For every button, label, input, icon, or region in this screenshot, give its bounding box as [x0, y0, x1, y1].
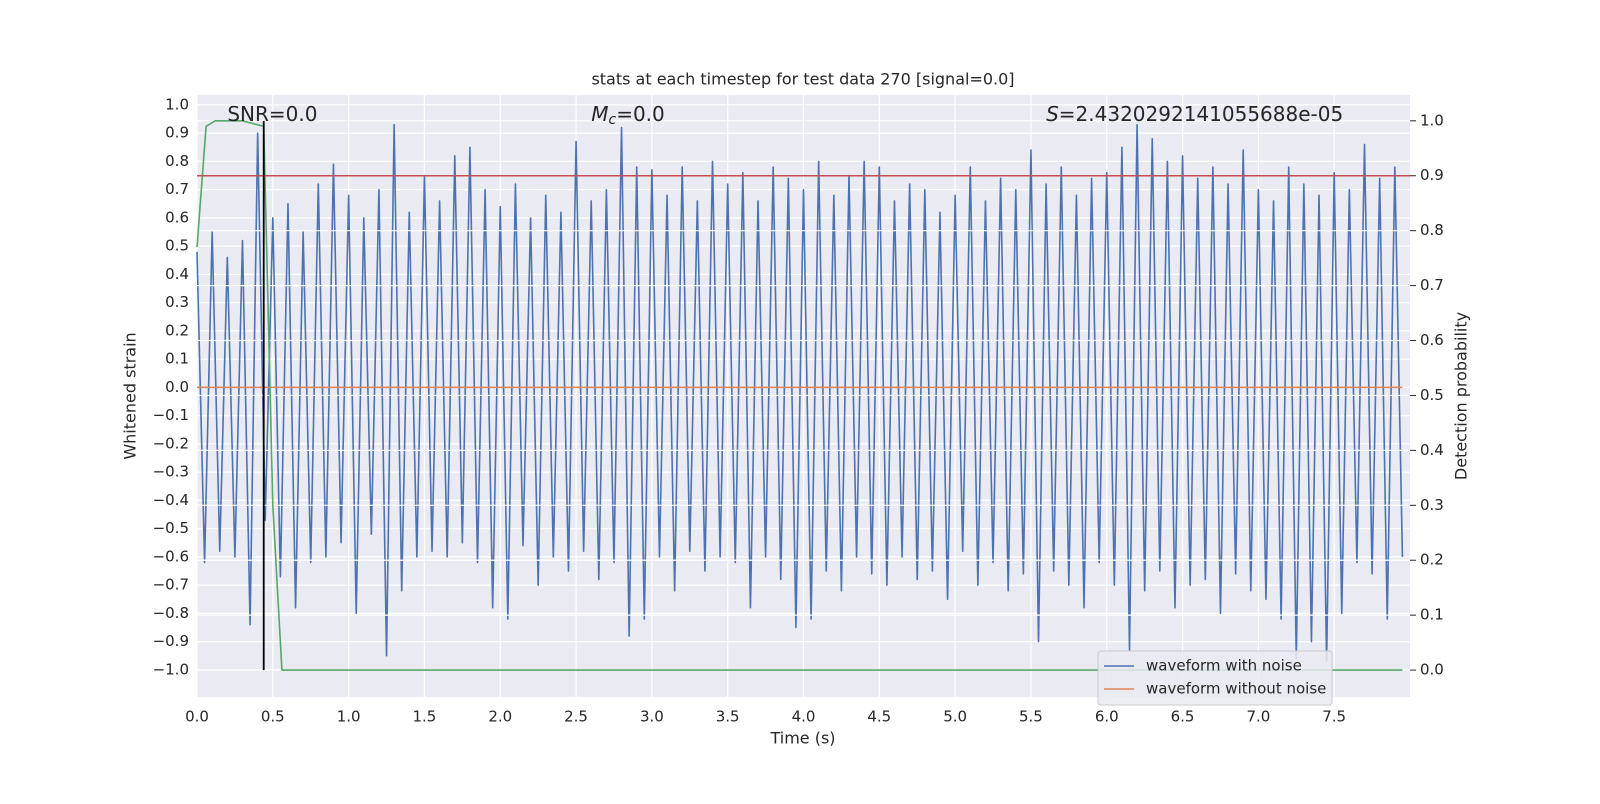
y-tick-label: −1.0	[153, 660, 189, 678]
y-tick-label: 1.0	[165, 95, 189, 113]
y-tick-label: −0.1	[153, 406, 189, 424]
legend-label: waveform without noise	[1146, 680, 1326, 698]
x-tick-label: 5.5	[1019, 708, 1043, 726]
y2-tick-label: 0.3	[1420, 496, 1444, 514]
x-axis-label: Time (s)	[769, 729, 835, 748]
y-tick-label: 0.8	[165, 152, 189, 170]
y2-tick-label: 0.7	[1420, 276, 1444, 294]
x-tick-label: 2.0	[488, 708, 512, 726]
annotation-text: SNR=0.0	[227, 102, 317, 126]
y-axis-label: Whitened strain	[121, 332, 140, 459]
y-tick-label: −0.8	[153, 604, 189, 622]
y-tick-label: −0.5	[153, 519, 189, 537]
x-tick-label: 7.0	[1246, 708, 1270, 726]
y-tick-label: 0.9	[165, 124, 189, 142]
y-tick-label: 0.3	[165, 293, 189, 311]
y2-tick-label: 0.8	[1420, 221, 1444, 239]
y2-tick-label: 0.4	[1420, 441, 1444, 459]
x-tick-label: 0.5	[261, 708, 285, 726]
x-tick-label: 1.5	[413, 708, 437, 726]
y2-tick-label: 0.6	[1420, 331, 1444, 349]
x-tick-label: 5.0	[943, 708, 967, 726]
y-tick-label: 0.2	[165, 321, 189, 339]
x-tick-label: 3.0	[640, 708, 664, 726]
y2-tick-label: 1.0	[1420, 111, 1444, 129]
annotation-text: =2.4320292141055688e-05	[1059, 102, 1343, 126]
annotation-text: =0.0	[616, 102, 665, 126]
y-tick-label: −0.2	[153, 434, 189, 452]
y2-axis-label: Detection probability	[1452, 312, 1471, 480]
legend-box	[1097, 650, 1333, 706]
y-tick-label: −0.9	[153, 632, 189, 650]
y-tick-label: 0.0	[165, 378, 189, 396]
annotation: SNR=0.0	[227, 102, 317, 126]
x-tick-label: 4.0	[792, 708, 816, 726]
y-tick-label: −0.7	[153, 576, 189, 594]
y-tick-label: −0.6	[153, 547, 189, 565]
y-tick-label: −0.4	[153, 491, 189, 509]
y2-tick-label: 0.2	[1420, 551, 1444, 569]
series-line	[196, 123, 1404, 663]
plot-area	[196, 95, 1410, 697]
legend-label: waveform with noise	[1146, 657, 1302, 675]
x-tick-label: 6.0	[1095, 708, 1119, 726]
y-tick-label: 0.1	[165, 350, 189, 368]
y2-tick-label: 0.0	[1420, 661, 1444, 679]
y2-tick-label: 0.1	[1420, 606, 1444, 624]
x-tick-label: 6.5	[1171, 708, 1195, 726]
annotation: S=2.4320292141055688e-05	[1046, 102, 1343, 126]
x-tick-label: 1.0	[337, 708, 361, 726]
y2-tick-label: 0.5	[1420, 386, 1444, 404]
series-line	[196, 120, 1403, 671]
chart-title: stats at each timestep for test data 270…	[591, 70, 1014, 89]
y2-tick-label: 0.9	[1420, 166, 1444, 184]
x-tick-label: 3.5	[716, 708, 740, 726]
y-tick-label: 0.4	[165, 265, 189, 283]
y-tick-label: 0.6	[165, 208, 189, 226]
x-tick-label: 4.5	[867, 708, 891, 726]
x-tick-label: 7.5	[1322, 708, 1346, 726]
annotation-symbol: M	[591, 102, 608, 126]
annotation: Mc=0.0	[591, 102, 665, 129]
annotation-symbol: S	[1046, 102, 1059, 126]
y-tick-label: −0.3	[153, 463, 189, 481]
y-tick-label: 0.7	[165, 180, 189, 198]
x-tick-label: 0.0	[185, 708, 209, 726]
x-tick-label: 2.5	[564, 708, 588, 726]
annotation-subscript: c	[608, 112, 616, 128]
y-tick-label: 0.5	[165, 237, 189, 255]
